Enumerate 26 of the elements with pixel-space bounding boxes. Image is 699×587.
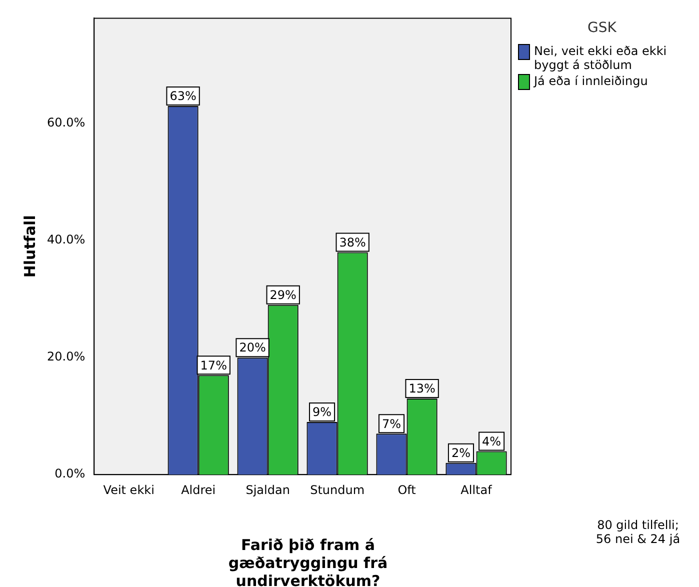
x-tick-label: Oft bbox=[398, 482, 416, 497]
data-label: 38% bbox=[339, 235, 366, 250]
x-tick-label: Aldrei bbox=[181, 482, 216, 497]
text: 80 gild tilfelli; 56 nei & 24 já bbox=[594, 518, 682, 546]
x-tick-label: Alltaf bbox=[460, 482, 493, 497]
legend-label: Já eða í innleiðingu bbox=[534, 74, 648, 88]
x-tick-label: Stundum bbox=[310, 482, 365, 497]
legend-label: Nei, veit ekki eða ekki byggt á stöðlum bbox=[534, 44, 668, 72]
data-label: 63% bbox=[170, 89, 196, 104]
data-label: 4% bbox=[482, 434, 502, 448]
data-label: 7% bbox=[382, 416, 402, 431]
y-tick-label: 60.0% bbox=[46, 116, 86, 130]
data-label: 9% bbox=[312, 405, 332, 420]
y-axis-title: Hlutfall bbox=[20, 215, 39, 278]
y-tick-label: 0.0% bbox=[54, 466, 86, 481]
x-tick-label: Veit ekki bbox=[103, 482, 154, 497]
data-label: 20% bbox=[239, 340, 266, 355]
x-axis-title: Farið þið fram á gæðatryggingu frá undirverktökum? bbox=[227, 536, 389, 587]
y-tick-label: 20.0% bbox=[46, 350, 86, 364]
data-label: 29% bbox=[270, 288, 296, 302]
x-tick-label: Sjaldan bbox=[246, 482, 290, 497]
data-label: 17% bbox=[200, 358, 227, 372]
data-label: 13% bbox=[408, 382, 436, 396]
legend-title: GSK bbox=[586, 20, 618, 36]
y-tick-label: 40.0% bbox=[46, 232, 86, 247]
data-label: 2% bbox=[451, 446, 470, 460]
